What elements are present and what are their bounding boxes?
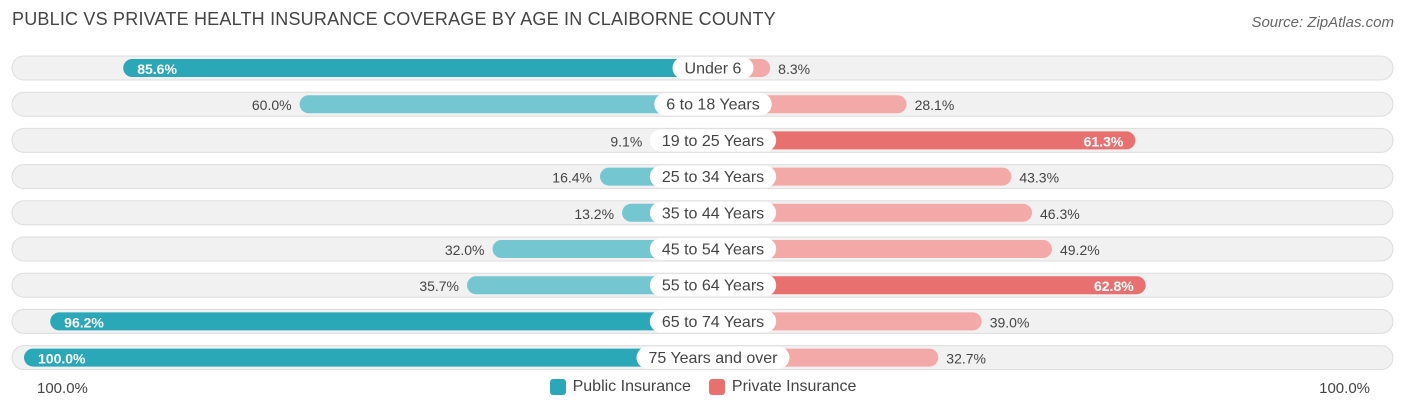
private-bar-19-to-25-years [713,131,1136,150]
axis-right-label: 100.0% [1319,380,1370,397]
public-value-45-to-54-years: 32.0% [445,242,485,258]
private-value-45-to-54-years: 49.2% [1060,242,1100,258]
private-value-75-years-and-over: 32.7% [946,351,986,367]
axis-left-label: 100.0% [37,380,88,397]
private-value-65-to-74-years: 39.0% [990,314,1030,330]
category-label-75-years-and-over: 75 Years and over [649,350,779,367]
category-label-19-to-25-years: 19 to 25 Years [662,133,764,150]
category-label-55-to-64-years: 55 to 64 Years [662,278,764,295]
legend-swatch-private [708,379,725,395]
category-label-25-to-34-years: 25 to 34 Years [662,169,764,186]
category-pill-55-to-64-years [649,274,777,297]
source-label: Source: ZipAtlas.com [1251,14,1394,31]
legend-label-private: Private Insurance [731,378,857,395]
category-pill-25-to-34-years [649,165,777,188]
private-bar-65-to-74-years [713,312,982,331]
category-pill-under-6 [672,57,754,79]
public-value-25-to-34-years: 16.4% [552,170,592,186]
private-value-55-to-64-years: 62.8% [1094,278,1134,294]
public-value-55-to-64-years: 35.7% [419,278,459,294]
private-value-under-6: 8.3% [778,61,810,77]
bar-chart: 85.6% 8.3% Under 6 60.0% 28.1% 6 to 18 Years 9… [11,55,1394,371]
legend-label-public: Public Insurance [572,378,691,395]
category-pill-45-to-54-years [649,238,777,260]
legend-item-private[interactable]: Private Insurance [708,378,857,396]
category-label-45-to-54-years: 45 to 54 Years [662,242,764,259]
category-pill-19-to-25-years [649,129,777,152]
private-bar-35-to-44-years [713,203,1033,222]
chart-title: PUBLIC VS PRIVATE HEALTH INSURANCE COVER… [12,9,776,29]
public-value-19-to-25-years: 9.1% [610,133,642,149]
legend: Public Insurance Private Insurance [0,378,1406,396]
private-value-35-to-44-years: 46.3% [1040,206,1080,222]
public-bar-65-to-74-years [50,312,713,331]
private-bar-55-to-64-years [713,276,1146,295]
public-value-6-to-18-years: 60.0% [252,97,292,113]
category-pill-65-to-74-years [649,310,777,333]
public-value-75-years-and-over: 100.0% [38,351,86,367]
private-value-6-to-18-years: 28.1% [915,97,955,113]
public-value-35-to-44-years: 13.2% [574,206,614,222]
private-value-25-to-34-years: 43.3% [1019,170,1059,186]
public-bar-6-to-18-years [299,95,713,114]
private-value-19-to-25-years: 61.3% [1084,133,1124,149]
public-bar-75-years-and-over [24,348,713,367]
category-label-6-to-18-years: 6 to 18 Years [666,97,759,114]
public-value-65-to-74-years: 96.2% [64,314,104,330]
legend-item-public[interactable]: Public Insurance [549,378,691,396]
public-bar-under-6 [123,59,713,77]
public-value-under-6: 85.6% [137,61,177,77]
private-bar-25-to-34-years [713,167,1012,186]
category-pill-75-years-and-over [636,346,790,369]
category-label-under-6: Under 6 [685,61,742,78]
category-label-35-to-44-years: 35 to 44 Years [662,205,764,222]
category-label-65-to-74-years: 65 to 74 Years [662,314,764,331]
category-pill-35-to-44-years [649,201,777,224]
legend-swatch-public [549,379,566,395]
private-bar-45-to-54-years [713,240,1052,258]
category-pill-6-to-18-years [654,93,772,116]
